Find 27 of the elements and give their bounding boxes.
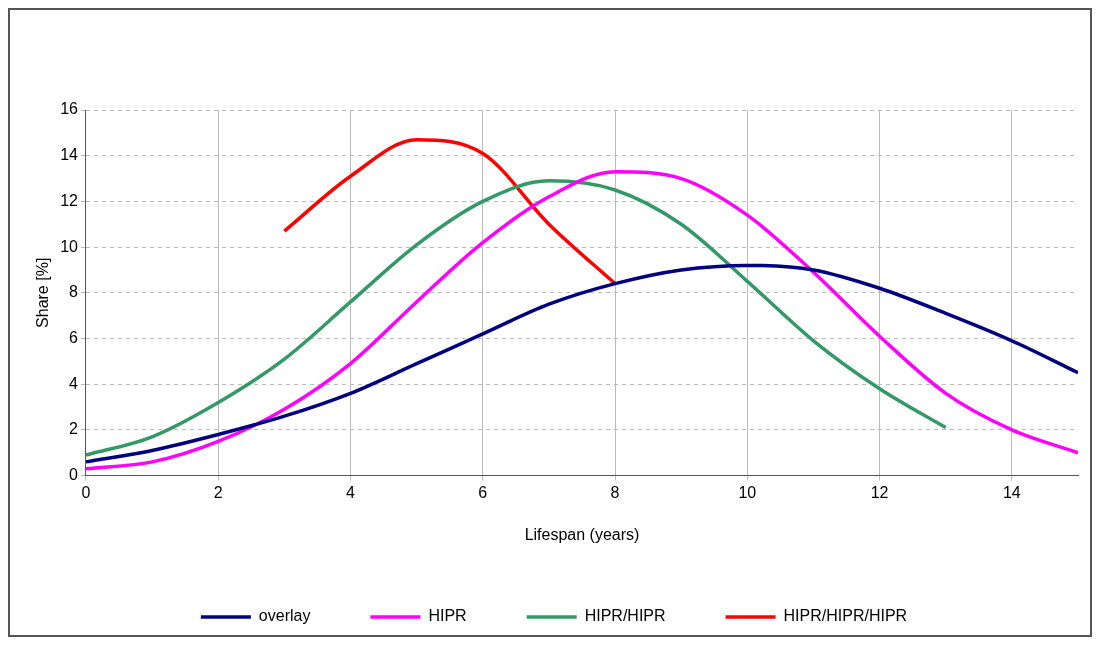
x-tick-label: 6 (478, 483, 488, 501)
y-tick-label: 2 (69, 420, 79, 438)
line-series (86, 179, 948, 457)
y-tick-label: 8 (69, 283, 79, 301)
y-axis-title: Share [%] (34, 257, 52, 328)
y-tick-label: 14 (60, 146, 79, 164)
x-tick-label: 2 (213, 483, 223, 501)
y-tick-label: 10 (60, 237, 79, 255)
y-tick-label: 0 (69, 466, 79, 484)
x-axis-title: Lifespan (years) (524, 525, 640, 543)
x-tick-label: 12 (870, 483, 889, 501)
y-tick-label: 12 (60, 191, 79, 209)
y-tick-label: 16 (60, 100, 79, 118)
x-tick-label: 10 (738, 483, 757, 501)
x-tick-label: 0 (81, 483, 91, 501)
legend-label: HIPR/HIPR/HIPR (783, 607, 908, 625)
x-tick-label: 4 (346, 483, 356, 501)
x-tick-label: 8 (610, 483, 620, 501)
y-tick-label: 6 (69, 328, 79, 346)
legend-label: HIPR (428, 607, 467, 625)
y-tick-label: 4 (69, 374, 79, 392)
line-series (282, 137, 617, 286)
line-series (86, 263, 1078, 464)
legend-label: overlay (258, 607, 311, 625)
x-tick-label: 14 (1002, 483, 1021, 501)
line-series (86, 169, 1078, 471)
legend-label: HIPR/HIPR (584, 607, 666, 625)
